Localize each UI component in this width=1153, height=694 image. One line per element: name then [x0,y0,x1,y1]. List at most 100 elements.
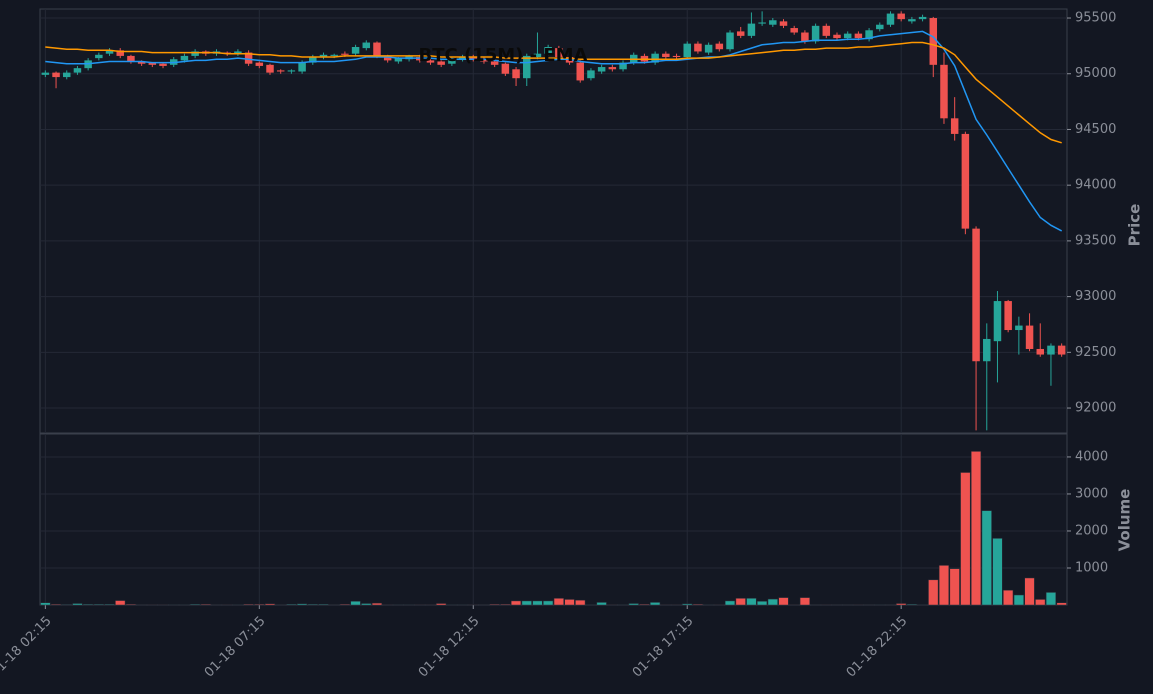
volume-bar [564,599,575,606]
volume-bar [992,538,1003,606]
candle-body [940,64,948,119]
volume-bar [767,598,778,606]
volume-bar [724,600,736,606]
candle-body [255,62,264,66]
chart-title: BTC (15M) - EMA [418,45,587,66]
candle-body [854,33,863,39]
volume-panel [39,433,1068,606]
price-panel [39,8,1068,434]
candle-body [918,16,927,20]
volume-bar [93,604,104,606]
volume-bar [104,604,115,606]
candle-body [41,72,50,75]
volume-bar [757,601,768,606]
candle-body [811,25,820,42]
volume-bar [489,604,500,606]
candle-body [1036,348,1044,355]
volume-bar [286,604,297,606]
candle-body [736,31,745,36]
volume-bar [543,600,554,606]
volume-bar [960,472,971,606]
candle-body [127,55,135,62]
candle-body [758,22,766,24]
candle-body [1015,325,1023,331]
candle-body [330,54,338,56]
volume-bar [778,597,789,606]
y-tick-label: 92500 [1075,345,1116,360]
candle-body [191,51,199,56]
volume-bar [72,603,83,606]
candle-body [437,61,445,65]
volume-bar [50,604,62,606]
candle-body [993,301,1002,342]
price-axis-label: Price [1126,204,1144,247]
volume-bar [254,604,265,606]
volume-bar [682,603,693,606]
volume-bar [628,603,639,606]
candle-body [448,59,456,64]
candle-body [747,23,756,36]
candle-body [490,61,499,65]
volume-tick-label: 2000 [1075,523,1108,538]
volume-bar [243,604,254,606]
candle-body [341,53,349,55]
candle-body [972,228,980,362]
candle-body [1025,325,1034,349]
candle-body [244,52,253,64]
volume-bar [264,603,276,606]
volume-bar [928,579,939,606]
y-tick-label: 94500 [1075,122,1116,137]
volume-bar [500,604,511,606]
candle-body [458,57,467,60]
volume-bar [371,602,383,606]
candle-body [651,53,659,63]
volume-bar [297,603,308,606]
candle-body [619,62,627,70]
candle-body [63,72,71,78]
candle-body [597,67,606,72]
volume-bar [1013,594,1024,606]
candle-body [298,62,306,72]
candle-body [1057,345,1066,355]
candle-body [137,61,146,64]
y-tick-label: 92000 [1075,401,1116,416]
volume-bar [553,598,564,606]
ema-line [45,41,1062,144]
candle-body [426,60,435,63]
volume-bar [639,604,650,606]
candle-body [683,43,691,58]
volume-bar [361,603,372,606]
candle-body [105,50,114,54]
candle-body [512,69,520,79]
candle-body [1047,345,1055,355]
candle-body [287,70,296,72]
volume-bar [938,565,950,606]
volume-bar [1056,602,1067,606]
volume-bar [949,568,960,606]
volume-bar [350,601,361,606]
y-tick-label: 93000 [1075,289,1116,304]
candle-body [383,55,392,61]
volume-bar [510,600,522,606]
candle-body [533,53,542,58]
candle-body [266,64,274,73]
candle-body [908,19,916,22]
candle-body [319,54,328,58]
volume-bar [896,603,907,606]
candle-body [234,51,242,54]
candle-body [961,133,970,229]
candle-body [608,67,617,70]
candle-body [148,62,157,65]
candle-body [790,28,798,33]
candle-body [523,55,531,79]
volume-bar [307,604,318,606]
candle-body [876,24,884,30]
volume-bar [190,604,201,606]
candle-body [587,70,595,79]
volume-bar [650,602,661,606]
volume-bar [799,597,810,606]
candle-body [362,42,371,49]
candle-body [309,57,317,63]
volume-axis-label: Volume [1116,489,1134,552]
